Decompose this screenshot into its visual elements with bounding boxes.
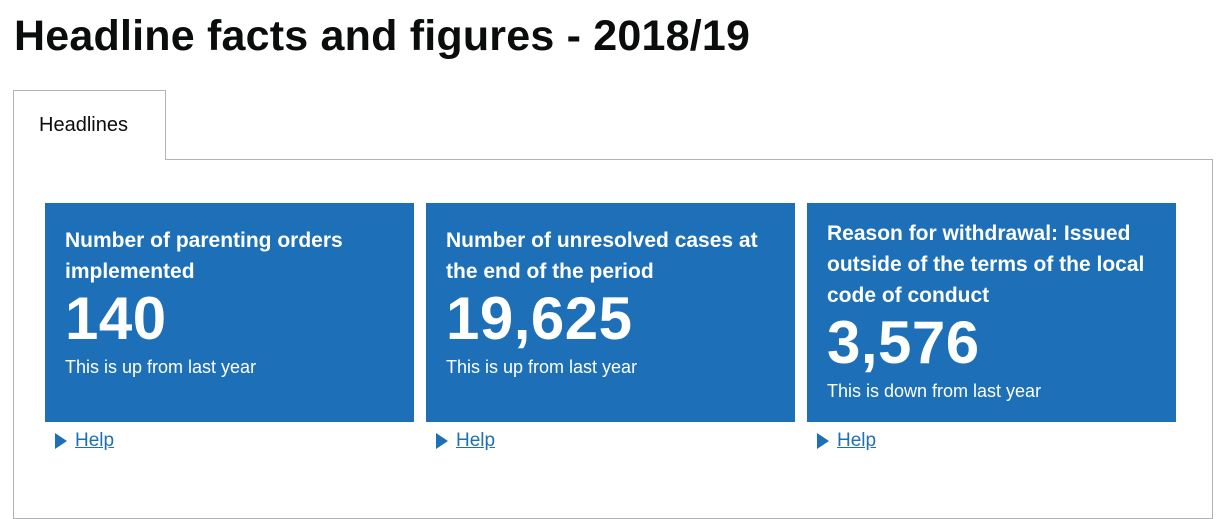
card-title: Number of unresolved cases at the end of… (446, 229, 758, 283)
help-link[interactable]: Help (436, 429, 795, 453)
headline-card-parenting-orders: Number of parenting orders implemented 1… (45, 203, 414, 453)
headline-card-withdrawal-reason: Reason for withdrawal: Issued outside of… (807, 203, 1176, 453)
headline-cards: Number of parenting orders implemented 1… (45, 203, 1176, 453)
headline-card: Reason for withdrawal: Issued outside of… (807, 203, 1176, 422)
headline-card-unresolved-cases: Number of unresolved cases at the end of… (426, 203, 795, 453)
card-trend-note: This is up from last year (446, 357, 638, 377)
play-triangle-icon (55, 433, 67, 449)
help-link-label[interactable]: Help (75, 430, 115, 451)
help-link[interactable]: Help (55, 429, 414, 453)
tabs-list: Headlines (13, 90, 166, 160)
headline-card: Number of unresolved cases at the end of… (426, 203, 795, 422)
help-link[interactable]: Help (817, 429, 1176, 453)
tab-headlines[interactable]: Headlines (13, 90, 166, 160)
headlines-tab-panel: Number of parenting orders implemented 1… (13, 159, 1213, 519)
help-link-label[interactable]: Help (456, 430, 496, 451)
play-triangle-icon (817, 433, 829, 449)
card-value: 19,625 (446, 285, 633, 352)
card-trend-note: This is down from last year (827, 381, 1042, 401)
play-triangle-icon (436, 433, 448, 449)
headline-card: Number of parenting orders implemented 1… (45, 203, 414, 422)
card-title: Number of parenting orders implemented (65, 229, 343, 283)
card-value: 3,576 (827, 309, 980, 376)
card-title: Reason for withdrawal: Issued outside of… (827, 222, 1145, 307)
help-link-label[interactable]: Help (837, 430, 877, 451)
card-value: 140 (65, 285, 167, 352)
card-trend-note: This is up from last year (65, 357, 257, 377)
page-title: Headline facts and figures - 2018/19 (14, 12, 751, 60)
